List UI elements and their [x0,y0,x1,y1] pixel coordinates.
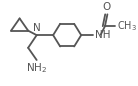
Text: N: N [33,23,41,33]
Text: CH$_3$: CH$_3$ [117,19,137,33]
Text: NH$_2$: NH$_2$ [26,62,47,75]
Text: NH: NH [95,30,111,40]
Text: O: O [102,2,110,12]
